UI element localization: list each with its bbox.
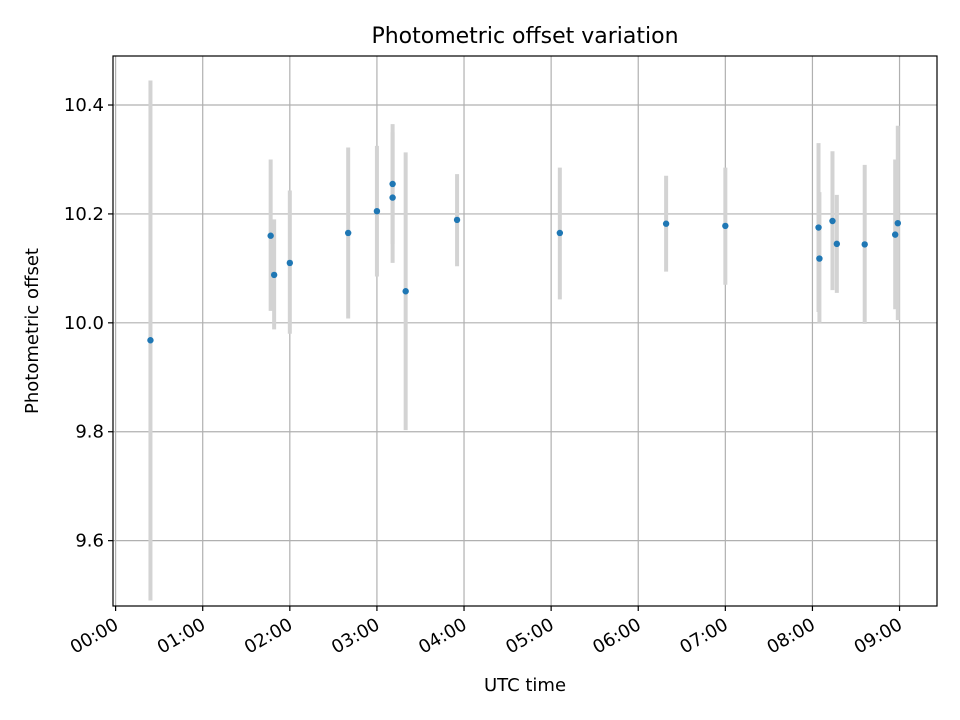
grid-lines	[113, 56, 937, 606]
data-point	[373, 207, 381, 215]
data-points	[147, 180, 902, 344]
y-tick-label: 10.2	[64, 204, 104, 225]
y-tick-label: 10.4	[64, 95, 104, 116]
data-point	[891, 231, 899, 238]
data-point	[402, 288, 409, 295]
data-point	[722, 222, 729, 230]
data-point	[286, 259, 294, 267]
y-tick-label: 9.6	[75, 531, 104, 552]
plot-frame	[112, 55, 938, 607]
y-tick-label: 10.0	[64, 313, 104, 334]
data-point	[270, 271, 278, 279]
data-point	[861, 241, 868, 248]
data-point	[815, 224, 822, 231]
data-point	[344, 229, 352, 237]
x-axis-label: UTC time	[484, 675, 566, 696]
y-axis-ticks: 9.6 9.8 10.0 10.2 10.4	[64, 95, 113, 552]
data-point	[894, 219, 902, 227]
data-point	[147, 337, 154, 344]
data-point	[453, 216, 461, 224]
data-point	[389, 180, 396, 188]
data-point	[556, 229, 564, 237]
data-point	[389, 194, 396, 201]
chart-title: Photometric offset variation	[371, 24, 678, 49]
data-point	[829, 217, 836, 225]
data-point	[662, 220, 670, 227]
data-point	[267, 232, 274, 239]
y-tick-label: 9.8	[75, 422, 104, 443]
y-axis-label: Photometric offset	[22, 248, 43, 414]
data-point	[816, 255, 823, 262]
data-point	[833, 240, 841, 248]
